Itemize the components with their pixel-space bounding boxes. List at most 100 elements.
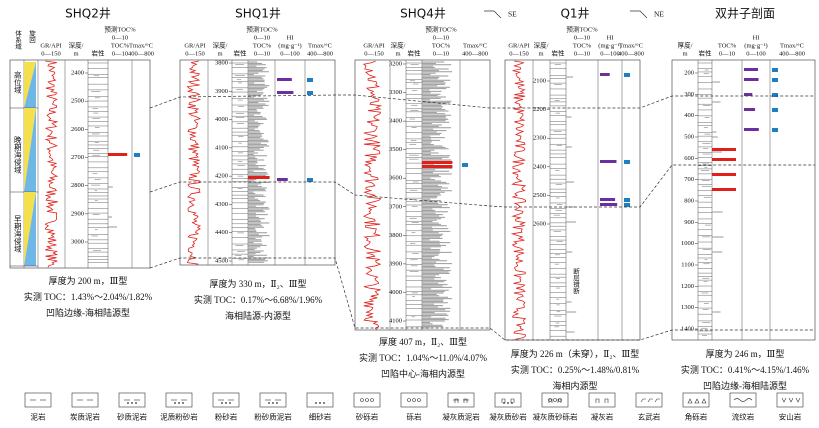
column-header: 0—100 xyxy=(280,50,300,57)
column-header: 400—800 xyxy=(779,50,805,57)
legend-pattern xyxy=(501,398,515,404)
column-header: m xyxy=(538,50,543,57)
depth-label: 2200 xyxy=(533,106,546,113)
well-title: 双井子剖面 xyxy=(715,7,775,21)
column-header: TOC% xyxy=(253,42,272,49)
legend-swatch xyxy=(447,392,475,408)
column-header: 深度/ xyxy=(213,40,228,49)
toc-high xyxy=(712,173,736,176)
legend-pattern xyxy=(171,399,187,404)
column-header: 400—800 xyxy=(618,50,644,57)
track-frame xyxy=(671,59,816,341)
depth-label: 2500 xyxy=(533,192,546,199)
pattern-dot xyxy=(323,402,325,404)
depth-label: 2300 xyxy=(533,135,546,142)
column-header: m xyxy=(73,50,78,57)
toc-high xyxy=(248,176,270,179)
legend-label: 细砂岩 xyxy=(309,412,332,422)
legend-swatch xyxy=(729,392,757,408)
depth-label: 2100 xyxy=(533,77,546,84)
depth-label: 800 xyxy=(684,197,694,204)
column-header: 厚度/ xyxy=(678,40,693,49)
column-header: TOC% xyxy=(573,42,592,49)
column-header: 0—150 xyxy=(509,50,529,57)
tmax-marker xyxy=(772,93,778,97)
legend-swatch xyxy=(165,392,193,408)
depth-label: 3900 xyxy=(215,88,228,95)
column-header: Tmax/°C xyxy=(463,42,487,49)
depth-label: 2800 xyxy=(71,182,84,189)
summary-line: 实测 TOC：1.04%～11.0%/4.07% xyxy=(359,352,487,363)
hi-marker xyxy=(600,203,618,206)
pattern-dot xyxy=(511,402,513,404)
pattern-gravel xyxy=(548,398,552,402)
depth-label: 200 xyxy=(684,69,694,76)
pattern-dot xyxy=(272,402,274,404)
column-header: m xyxy=(395,50,400,57)
tmax-marker xyxy=(307,178,313,182)
legend-swatch xyxy=(24,392,52,408)
legend-pattern xyxy=(407,398,421,402)
legend-swatch xyxy=(259,392,287,408)
correlation-line xyxy=(149,164,815,208)
tmax-marker xyxy=(772,68,778,72)
hi-marker xyxy=(277,78,292,81)
depth-label: 4500 xyxy=(215,257,228,264)
legend-pattern xyxy=(640,398,660,403)
column-header: 0—10 xyxy=(254,50,270,57)
depth-label: 900 xyxy=(684,219,694,226)
correlation-line xyxy=(149,257,815,341)
summary-line: 凹陷中心-海相内源型 xyxy=(381,368,465,379)
hi-marker xyxy=(600,198,616,201)
well-title: SHQ1井 xyxy=(235,7,281,21)
pattern-gravel xyxy=(407,398,411,402)
depth-label: 400 xyxy=(684,112,694,119)
column-header: HI xyxy=(753,34,760,41)
column-header: GR/API xyxy=(508,42,529,49)
legend-label: 凝灰质泥岩 xyxy=(442,412,480,422)
summary-line: 厚度为 330 m，Ⅱ₂、Ⅲ型 xyxy=(210,278,307,289)
depth-label: 300 xyxy=(684,91,694,98)
legend-swatch xyxy=(400,392,428,408)
legend-swatch xyxy=(118,392,146,408)
track-frame xyxy=(9,59,151,269)
column-header: TOC% xyxy=(111,42,130,49)
legend-swatch xyxy=(541,392,569,408)
depth-label: 4400 xyxy=(215,229,228,236)
depth-label: 2500 xyxy=(71,98,84,105)
legend-pattern xyxy=(733,398,753,402)
column-header: 0—10 xyxy=(574,34,590,41)
well-title: Q1井 xyxy=(560,7,589,21)
hi-marker xyxy=(277,91,294,94)
legend-label: 粉砂质泥岩 xyxy=(254,412,292,422)
pattern-dot xyxy=(127,402,129,404)
legend-label: 泥岩 xyxy=(31,412,46,422)
depth-label: 4200 xyxy=(215,173,228,180)
pattern-tuff xyxy=(595,398,609,403)
legend-pattern xyxy=(687,398,707,404)
legend-swatch xyxy=(306,392,334,408)
legend-pattern xyxy=(315,402,325,404)
column-header: 0—10 xyxy=(254,34,270,41)
hi-marker xyxy=(744,93,753,96)
tmax-marker xyxy=(772,78,778,82)
tmax-marker xyxy=(462,163,468,167)
pattern-gravel xyxy=(417,398,421,402)
depth-label: 2700 xyxy=(71,154,84,161)
pattern-dot xyxy=(268,402,270,404)
summary-line: 海相陆源-内源型 xyxy=(225,310,291,321)
depth-label: 3800 xyxy=(389,232,402,239)
depth-label: 1300 xyxy=(681,304,694,311)
legend-pattern xyxy=(218,399,234,404)
legend-label: 流纹岩 xyxy=(732,412,755,422)
toc-high xyxy=(712,158,736,161)
pattern-dot xyxy=(135,402,137,404)
gr-curve xyxy=(44,60,59,268)
legend-label: 玄武岩 xyxy=(638,412,661,422)
legend-swatch xyxy=(71,392,99,408)
pattern-dot xyxy=(225,402,227,404)
pattern-dot xyxy=(182,402,184,404)
tmax-marker xyxy=(624,73,630,77)
